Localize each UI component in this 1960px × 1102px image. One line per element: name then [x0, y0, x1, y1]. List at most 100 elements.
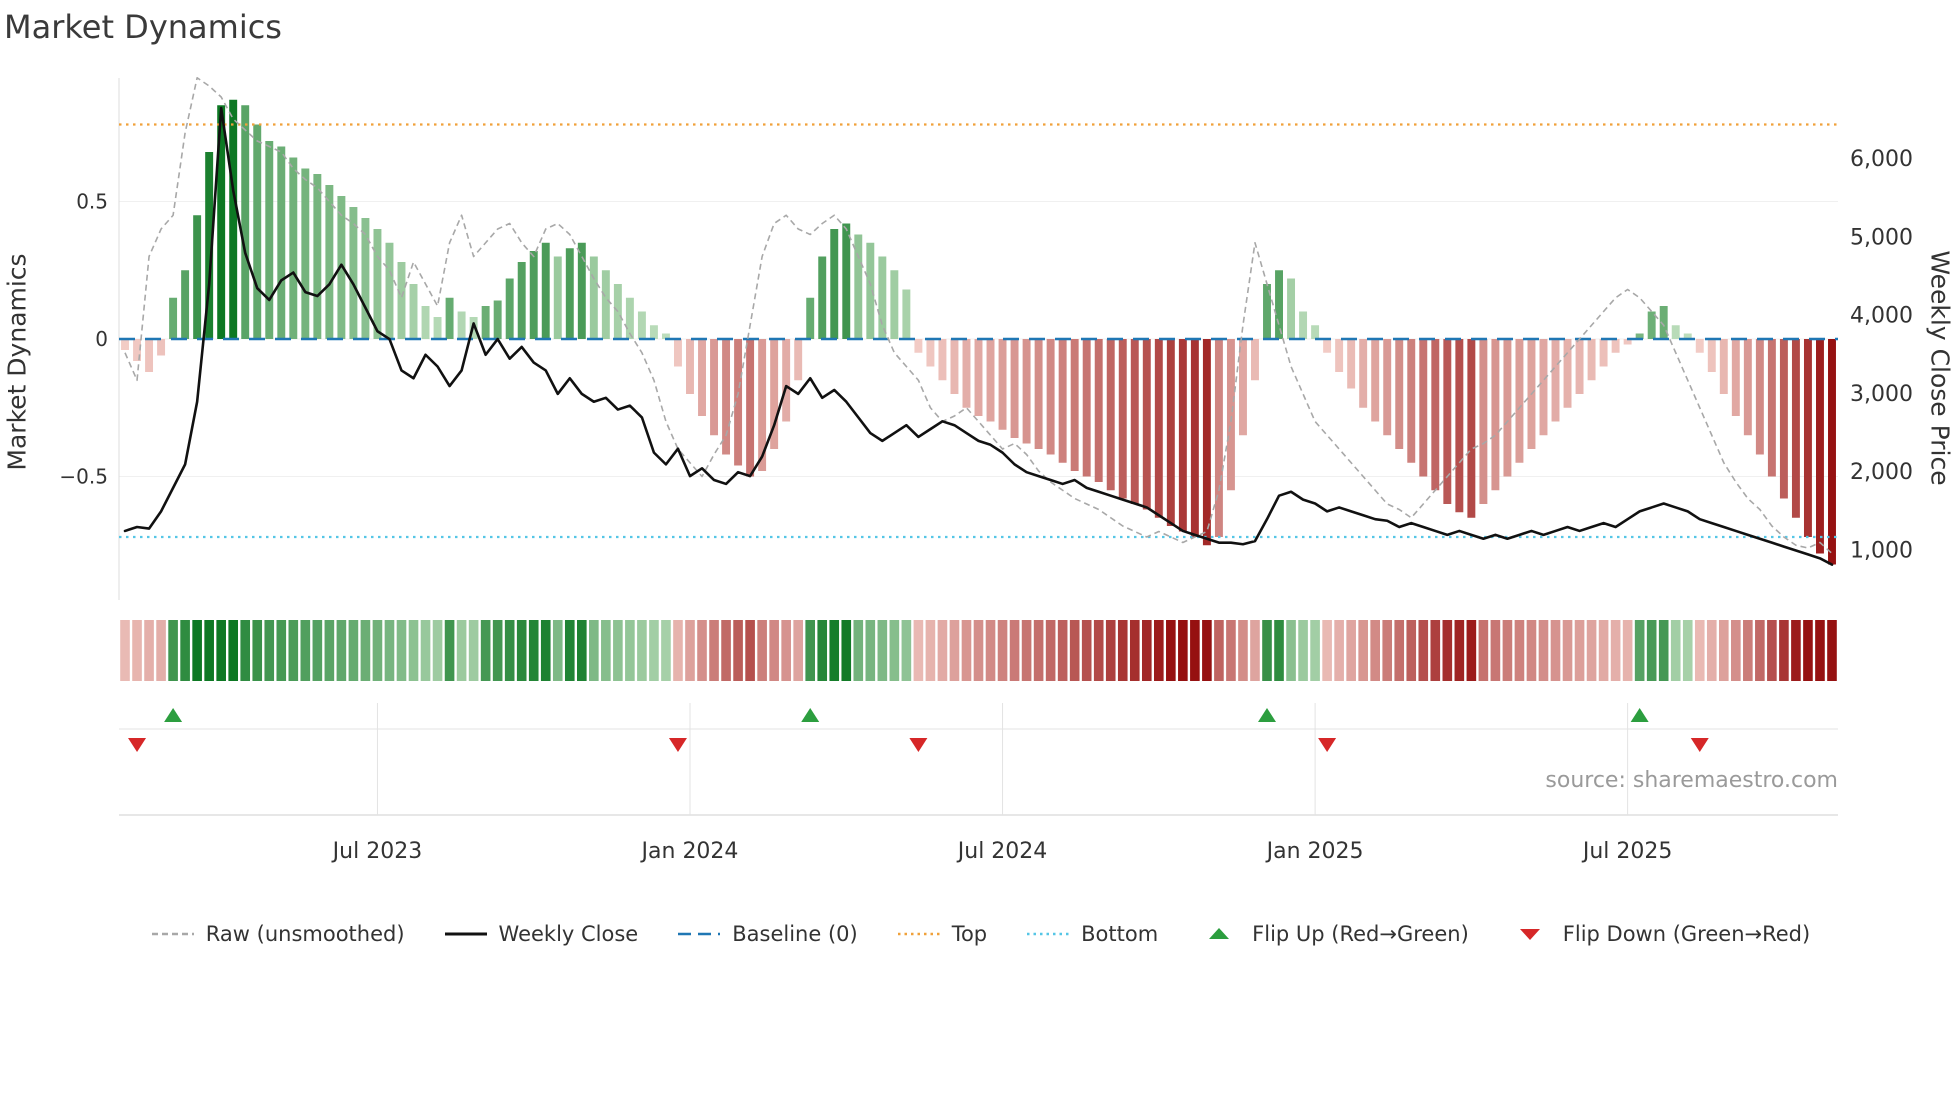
heatmap-cell [613, 620, 623, 681]
flip-down-marker [1690, 738, 1709, 752]
oscillator-bar [625, 297, 634, 339]
heatmap-cell [504, 620, 515, 681]
heatmap-cell [913, 620, 924, 681]
heatmap-cell [144, 620, 154, 681]
source-attribution: source: sharemaestro.com [1545, 768, 1838, 793]
oscillator-bar [517, 262, 526, 339]
heatmap-cell [1550, 620, 1561, 681]
flip-down-marker [668, 738, 687, 752]
oscillator-bar [698, 339, 706, 416]
oscillator-bar [926, 339, 935, 367]
heatmap-cell [1646, 620, 1657, 681]
heatmap-cell [360, 620, 371, 681]
heatmap-cell [673, 620, 683, 681]
oscillator-bar [553, 256, 562, 339]
heatmap-cell [480, 620, 491, 681]
oscillator-bar [1743, 339, 1752, 436]
oscillator-bar [1299, 311, 1308, 339]
oscillator-bar [253, 124, 262, 339]
heatmap-cell [132, 620, 142, 681]
oscillator-bar [337, 196, 346, 339]
heatmap-cell [1394, 620, 1405, 681]
heatmap-cell [1694, 620, 1705, 681]
oscillator-bar [217, 105, 226, 339]
heatmap-cell [516, 620, 527, 681]
oscillator-bar [986, 339, 995, 422]
heatmap-cell [853, 620, 864, 681]
heatmap-cell [1634, 620, 1645, 681]
oscillator-bar [529, 251, 538, 339]
heatmap-cell [1081, 620, 1092, 681]
heatmap-cell [1298, 620, 1308, 681]
heatmap-cell [1310, 620, 1320, 681]
oscillator-bar [649, 325, 658, 339]
y-tick-label-right: 1,000 [1850, 539, 1913, 564]
close-line-glyph-icon [443, 924, 489, 944]
oscillator-bar [878, 256, 887, 339]
heatmap-cell [985, 620, 996, 681]
oscillator-bar [1431, 339, 1440, 491]
legend-item-top: Top [896, 922, 987, 946]
flip-down-marker [1318, 738, 1337, 752]
heatmap-cell [372, 620, 383, 681]
oscillator-bar [962, 339, 971, 408]
legend-label: Weekly Close [498, 922, 639, 946]
oscillator-bar [265, 141, 274, 339]
oscillator-bar [397, 262, 406, 339]
oscillator-bar [1106, 339, 1115, 491]
flip-up-marker [801, 708, 820, 722]
oscillator-bar [1190, 339, 1199, 537]
y-tick-label-right: 6,000 [1850, 147, 1913, 172]
heatmap-cell [1382, 620, 1393, 681]
flip-down-markers [128, 738, 1709, 752]
oscillator-bar [1094, 339, 1103, 482]
heatmap-cell [1803, 620, 1813, 681]
heatmap-cell [1562, 620, 1573, 681]
heatmap-cell [1238, 620, 1248, 681]
oscillator-bar [1443, 339, 1452, 504]
heatmap-cell [1105, 620, 1116, 681]
heatmap-cell [889, 620, 900, 681]
legend-label: Baseline (0) [732, 922, 858, 946]
oscillator-bar [1214, 339, 1223, 537]
legend-item-baseline: Baseline (0) [676, 922, 858, 946]
raw-line-glyph-icon [150, 924, 196, 944]
heatmap-cell [420, 620, 431, 681]
heatmap-cell [264, 620, 275, 681]
oscillator-bar [1166, 339, 1175, 526]
heatmap-cell [1033, 620, 1044, 681]
legend-label: Bottom [1081, 922, 1159, 946]
oscillator-bar [914, 339, 923, 353]
heatmap-cell [1129, 620, 1140, 681]
oscillator-bar [1816, 339, 1824, 554]
heatmap-cell [925, 620, 936, 681]
oscillator-bar [1034, 339, 1043, 449]
heatmap-cell [1743, 620, 1753, 681]
oscillator-bar [1671, 325, 1680, 339]
oscillator-bar [902, 289, 911, 339]
y-tick-label-left: 0 [95, 327, 108, 351]
heatmap-cell [1514, 620, 1525, 681]
oscillator-bar [1347, 339, 1356, 389]
heatmap-cell [1610, 620, 1621, 681]
oscillator-bar [601, 270, 610, 339]
heatmap-cell [1779, 620, 1789, 681]
heatmap-cell [564, 620, 575, 681]
oscillator-bar [1755, 339, 1764, 455]
heatmap-cell [1262, 620, 1272, 681]
heatmap-cell [1334, 620, 1344, 681]
oscillator-bar [1563, 339, 1572, 408]
oscillator-bar [1707, 339, 1716, 372]
flip-up-triangle-icon [1196, 924, 1242, 944]
heatmap-cell [901, 620, 912, 681]
oscillator-bar [1118, 339, 1127, 499]
oscillator-bar [1010, 339, 1019, 438]
heatmap-cell [432, 620, 443, 681]
oscillator-bar [1275, 270, 1283, 339]
oscillator-bar [577, 242, 586, 339]
oscillator-bar [349, 207, 358, 339]
oscillator-bar [722, 339, 731, 455]
heatmap-cell [1166, 620, 1176, 681]
oscillator-bar [1611, 339, 1620, 353]
y-tick-label-right: 5,000 [1850, 225, 1913, 250]
